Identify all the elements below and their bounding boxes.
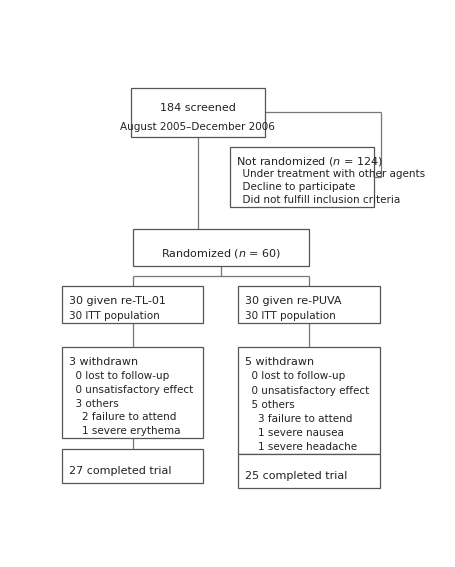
Text: 0 lost to follow-up: 0 lost to follow-up [245, 371, 345, 382]
Text: Decline to participate: Decline to participate [236, 183, 355, 192]
Text: Under treatment with other agents: Under treatment with other agents [236, 170, 425, 179]
Text: August 2005–December 2006: August 2005–December 2006 [121, 121, 275, 132]
Text: 3 failure to attend: 3 failure to attend [245, 413, 352, 424]
Text: 3 withdrawn: 3 withdrawn [69, 357, 137, 367]
FancyBboxPatch shape [131, 87, 265, 137]
Text: 25 completed trial: 25 completed trial [245, 471, 347, 481]
Text: 1 severe headache: 1 severe headache [245, 442, 357, 451]
Text: 0 unsatisfactory effect: 0 unsatisfactory effect [245, 386, 369, 396]
FancyBboxPatch shape [238, 348, 379, 454]
FancyBboxPatch shape [62, 348, 203, 438]
Text: Randomized ($n$ = 60): Randomized ($n$ = 60) [161, 247, 281, 260]
FancyBboxPatch shape [133, 229, 309, 266]
Text: Not randomized ($n$ = 124): Not randomized ($n$ = 124) [236, 155, 383, 168]
FancyBboxPatch shape [230, 147, 374, 207]
Text: 1 severe erythema: 1 severe erythema [69, 426, 180, 436]
Text: 1 severe nausea: 1 severe nausea [245, 428, 344, 438]
FancyBboxPatch shape [238, 286, 379, 323]
Text: 30 given re-TL-01: 30 given re-TL-01 [69, 296, 165, 306]
FancyBboxPatch shape [62, 286, 203, 323]
Text: 27 completed trial: 27 completed trial [69, 466, 171, 476]
Text: 3 others: 3 others [69, 399, 118, 409]
Text: 30 ITT population: 30 ITT population [69, 311, 159, 321]
Text: 5 withdrawn: 5 withdrawn [245, 357, 314, 367]
Text: 30 ITT population: 30 ITT population [245, 311, 336, 321]
Text: 30 given re-PUVA: 30 given re-PUVA [245, 296, 341, 306]
FancyBboxPatch shape [238, 454, 379, 488]
Text: 2 failure to attend: 2 failure to attend [69, 412, 176, 422]
Text: 0 unsatisfactory effect: 0 unsatisfactory effect [69, 385, 193, 395]
Text: Did not fulfill inclusion criteria: Did not fulfill inclusion criteria [236, 195, 400, 205]
Text: 0 lost to follow-up: 0 lost to follow-up [69, 371, 169, 381]
Text: 5 others: 5 others [245, 400, 294, 409]
Text: 184 screened: 184 screened [160, 103, 236, 113]
FancyBboxPatch shape [62, 448, 203, 483]
